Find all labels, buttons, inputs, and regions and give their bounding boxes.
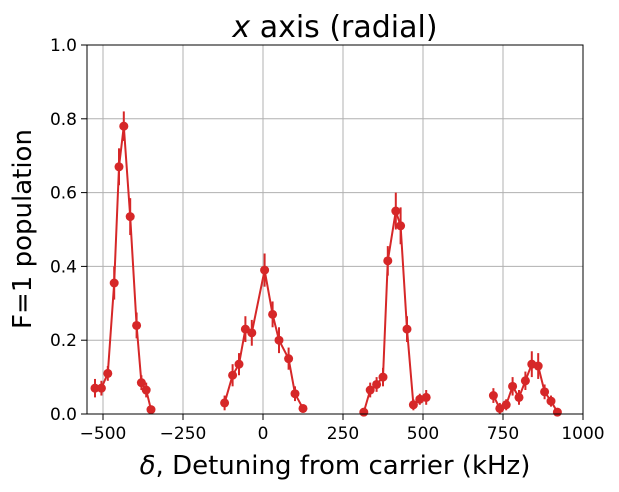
y-tick-label: 1.0	[50, 36, 77, 56]
x-axis-ticks: −500 −250 0 250 500 750 1000	[80, 414, 605, 444]
data-point	[501, 400, 511, 410]
data-point	[119, 121, 129, 131]
x-tick-label: 250	[327, 424, 359, 444]
data-point	[141, 385, 151, 395]
y-tick-label: 0.2	[50, 331, 77, 351]
data-point	[109, 278, 119, 288]
x-tick-label: 500	[407, 424, 439, 444]
data-point	[408, 400, 418, 410]
data-point	[533, 361, 543, 371]
data-points	[90, 121, 562, 417]
data-point	[284, 354, 294, 364]
data-point	[90, 383, 100, 393]
x-axis-label: δ, Detuning from carrier (kHz)	[140, 451, 531, 481]
x-tick-label: 0	[258, 424, 269, 444]
y-axis-label: F=1 population	[8, 129, 38, 329]
y-tick-label: 0.6	[50, 184, 77, 204]
y-axis-ticks: 0.0 0.2 0.4 0.6 0.8 1.0	[50, 36, 87, 425]
data-point	[103, 368, 113, 378]
data-point	[298, 403, 308, 413]
y-tick-label: 0.4	[50, 257, 77, 277]
plot-frame	[86, 44, 584, 415]
y-tick-label: 0.0	[50, 405, 77, 425]
x-tick-label: 750	[487, 424, 519, 444]
data-point	[125, 212, 135, 222]
data-point	[114, 162, 124, 172]
data-point	[421, 392, 431, 402]
data-point	[365, 385, 375, 395]
chart-title: x axis (radial)	[231, 10, 437, 45]
x-tick-label: −500	[80, 424, 127, 444]
data-point	[396, 221, 406, 231]
data-point	[378, 372, 388, 382]
data-point	[508, 381, 518, 391]
data-point	[146, 405, 156, 415]
y-tick-label: 0.8	[50, 110, 77, 130]
data-point	[228, 370, 238, 380]
data-point	[220, 398, 230, 408]
data-point	[96, 383, 106, 393]
data-point	[514, 392, 524, 402]
data-point	[383, 256, 393, 266]
data-point	[290, 389, 300, 399]
data-point	[488, 391, 498, 401]
data-point	[372, 379, 382, 389]
data-point	[540, 387, 550, 397]
data-point	[234, 359, 244, 369]
data-point	[552, 407, 562, 417]
data-point	[132, 320, 142, 330]
data-point	[268, 309, 278, 319]
data-point	[260, 265, 270, 275]
data-point	[391, 206, 401, 216]
x-tick-label: 1000	[561, 424, 604, 444]
data-point	[136, 378, 146, 388]
data-point	[546, 396, 556, 406]
data-point	[359, 407, 369, 417]
data-point	[402, 324, 412, 334]
data-point	[247, 328, 257, 338]
x-tick-label: −250	[160, 424, 207, 444]
data-point	[274, 335, 284, 345]
data-point	[520, 376, 530, 386]
